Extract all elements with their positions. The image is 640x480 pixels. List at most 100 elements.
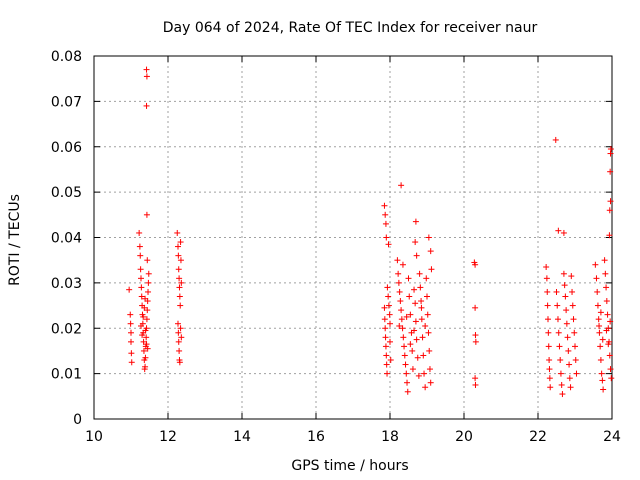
data-point bbox=[562, 293, 569, 300]
data-point bbox=[597, 357, 604, 364]
data-point bbox=[571, 329, 578, 336]
x-tick-label: 24 bbox=[603, 429, 621, 445]
data-point bbox=[140, 313, 147, 320]
data-point bbox=[176, 275, 183, 282]
data-point bbox=[544, 302, 551, 309]
data-point bbox=[565, 347, 572, 354]
data-point bbox=[603, 327, 610, 334]
data-point bbox=[383, 234, 390, 241]
data-point bbox=[417, 284, 424, 291]
data-point bbox=[557, 357, 564, 364]
data-point bbox=[425, 329, 432, 336]
data-point bbox=[402, 361, 409, 368]
data-point bbox=[603, 298, 610, 305]
data-point bbox=[143, 66, 150, 73]
data-point bbox=[381, 304, 388, 311]
data-point bbox=[412, 318, 419, 325]
data-point bbox=[567, 384, 574, 391]
data-point bbox=[384, 370, 391, 377]
data-point bbox=[384, 284, 391, 291]
data-point bbox=[144, 345, 151, 352]
data-point bbox=[176, 284, 183, 291]
data-point bbox=[142, 295, 149, 302]
data-point bbox=[596, 322, 603, 329]
data-point bbox=[405, 275, 412, 282]
data-point bbox=[602, 270, 609, 277]
data-point bbox=[554, 316, 561, 323]
data-point bbox=[546, 366, 553, 373]
y-axis: 0 0.01 0.02 0.03 0.04 0.05 0.06 0.07 0.08 bbox=[51, 49, 612, 428]
data-point bbox=[594, 288, 601, 295]
data-point bbox=[398, 307, 405, 314]
data-point bbox=[176, 359, 183, 366]
data-point bbox=[144, 257, 151, 264]
data-point bbox=[177, 302, 184, 309]
data-point bbox=[382, 343, 389, 350]
data-point bbox=[569, 288, 576, 295]
data-point bbox=[175, 329, 182, 336]
data-point bbox=[566, 361, 573, 368]
data-point bbox=[127, 311, 134, 318]
data-point bbox=[382, 211, 389, 218]
data-point bbox=[381, 316, 388, 323]
data-point bbox=[599, 377, 606, 384]
data-point bbox=[545, 329, 552, 336]
data-point bbox=[145, 288, 152, 295]
data-point bbox=[544, 288, 551, 295]
data-point bbox=[558, 381, 565, 388]
data-point bbox=[543, 275, 550, 282]
data-point bbox=[556, 343, 563, 350]
data-point bbox=[607, 366, 614, 373]
x-tick-label: 20 bbox=[455, 429, 473, 445]
x-tick-label: 16 bbox=[307, 429, 325, 445]
y-tick-label: 0.06 bbox=[51, 140, 82, 156]
data-point bbox=[411, 327, 418, 334]
data-point bbox=[425, 234, 432, 241]
data-point bbox=[564, 334, 571, 341]
data-point bbox=[607, 318, 614, 325]
data-point bbox=[409, 366, 416, 373]
data-point bbox=[142, 327, 149, 334]
data-point bbox=[128, 350, 135, 357]
data-point bbox=[560, 270, 567, 277]
data-point bbox=[420, 352, 427, 359]
data-point bbox=[401, 343, 408, 350]
data-point bbox=[141, 304, 148, 311]
data-point bbox=[599, 336, 606, 343]
data-point bbox=[424, 311, 431, 318]
data-point bbox=[142, 354, 149, 361]
data-point bbox=[395, 279, 402, 286]
data-point bbox=[595, 316, 602, 323]
data-point bbox=[603, 284, 610, 291]
data-point bbox=[596, 329, 603, 336]
data-point bbox=[127, 320, 134, 327]
data-point bbox=[606, 232, 613, 239]
data-point bbox=[137, 322, 144, 329]
data-point bbox=[426, 366, 433, 373]
data-point bbox=[557, 370, 564, 377]
data-point bbox=[176, 293, 183, 300]
data-point bbox=[177, 325, 184, 332]
data-point bbox=[396, 322, 403, 329]
data-point bbox=[142, 363, 149, 370]
data-point bbox=[143, 211, 150, 218]
data-point bbox=[572, 343, 578, 350]
data-point bbox=[412, 300, 419, 307]
x-axis: 10 12 14 16 18 20 22 24 bbox=[85, 56, 621, 445]
data-point bbox=[597, 343, 604, 350]
y-axis-label: ROTI / TECUs bbox=[7, 194, 23, 286]
data-point bbox=[559, 391, 566, 398]
data-point bbox=[409, 347, 416, 354]
data-point bbox=[175, 252, 182, 259]
data-point bbox=[568, 273, 575, 280]
data-marks bbox=[126, 66, 615, 398]
data-point bbox=[418, 316, 425, 323]
data-point bbox=[139, 332, 146, 339]
y-tick-label: 0.02 bbox=[51, 321, 82, 337]
data-point bbox=[387, 320, 393, 327]
data-point bbox=[387, 338, 393, 345]
data-point bbox=[607, 168, 614, 175]
data-point bbox=[174, 229, 181, 236]
y-tick-label: 0 bbox=[73, 412, 82, 428]
data-point bbox=[407, 311, 414, 318]
